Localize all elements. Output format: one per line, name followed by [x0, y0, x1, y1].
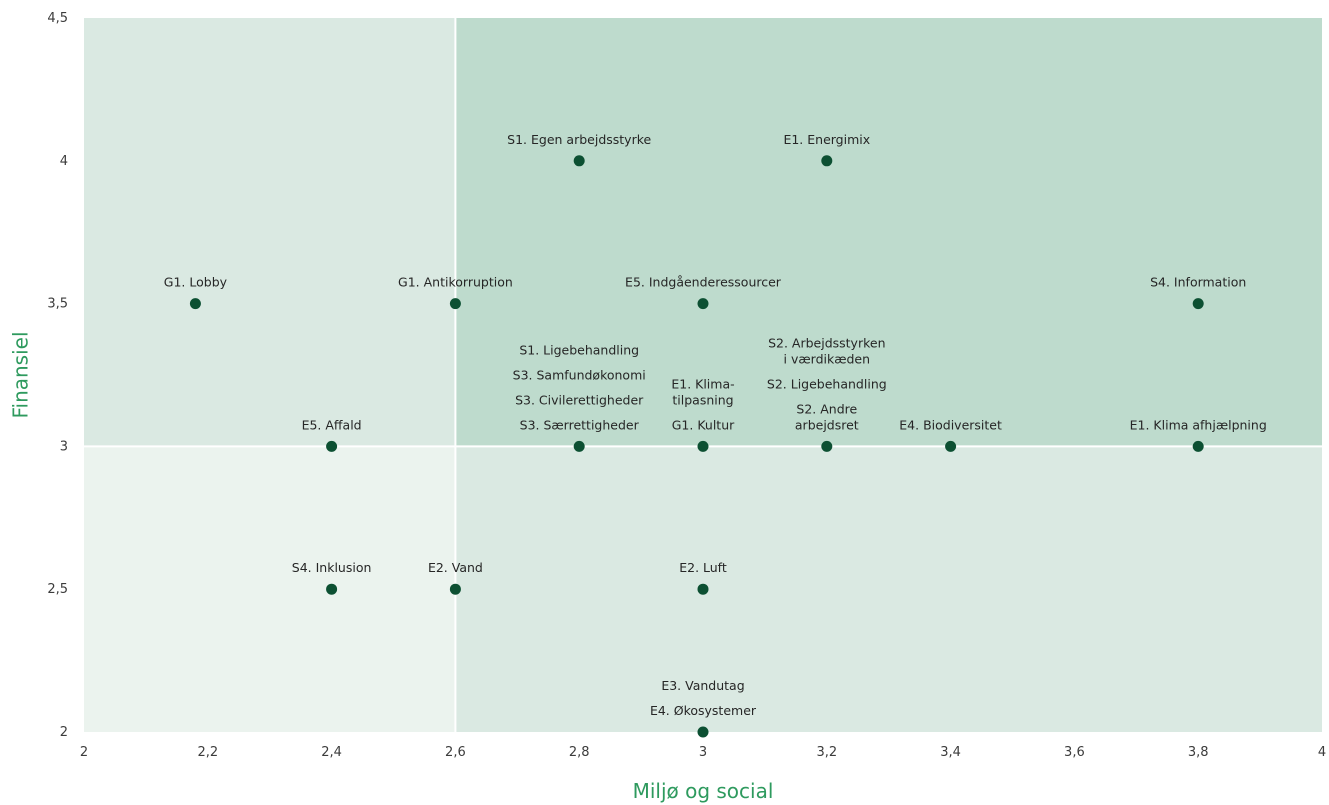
y-tick-label: 2 — [60, 725, 68, 740]
data-point — [697, 726, 709, 738]
x-axis-label: Miljø og social — [633, 779, 774, 803]
point-label: E1. Klima-tilpasning — [671, 376, 734, 407]
y-tick-label: 2,5 — [47, 582, 68, 597]
y-tick-label: 4 — [60, 154, 68, 169]
point-label: G1. Kultur — [672, 417, 735, 432]
data-point — [697, 440, 709, 452]
data-point — [449, 298, 461, 310]
x-axis-ticks: 2 2,2 2,4 2,6 2,8 3 3,2 3,4 3,6 3,8 4 — [80, 745, 1326, 760]
y-axis-ticks: 2 2,5 3 3,5 4 4,5 — [47, 11, 68, 740]
data-point — [449, 583, 461, 595]
x-tick-label: 4 — [1318, 745, 1326, 760]
x-tick-label: 3,6 — [1064, 745, 1085, 760]
y-tick-label: 3,5 — [47, 297, 68, 312]
quadrant-bottom-right — [455, 446, 1322, 732]
point-label: E2. Luft — [679, 560, 727, 575]
point-label: S2. Ligebehandling — [767, 376, 887, 391]
data-points — [189, 155, 1204, 738]
data-point — [189, 298, 201, 310]
point-label: S3. Samfundøkonomi — [513, 367, 646, 382]
point-label: S2. Arbejdsstyrken i værdikæden — [768, 335, 885, 366]
y-tick-label: 3 — [60, 439, 68, 454]
data-point — [573, 440, 585, 452]
point-label: E2. Vand — [428, 560, 483, 575]
data-point — [1192, 440, 1204, 452]
data-point — [326, 440, 338, 452]
x-tick-label: 2,8 — [569, 745, 590, 760]
x-tick-label: 2 — [80, 745, 88, 760]
point-label: E5. Affald — [302, 417, 362, 432]
y-tick-label: 4,5 — [47, 11, 68, 26]
point-label: S2. Andre arbejdsret — [795, 401, 859, 432]
x-tick-label: 2,6 — [445, 745, 466, 760]
x-tick-label: 3,8 — [1188, 745, 1209, 760]
x-tick-label: 2,4 — [321, 745, 342, 760]
point-label: E1. Energimix — [783, 132, 870, 147]
point-label: G1. Antikorruption — [398, 275, 513, 290]
data-point — [1192, 298, 1204, 310]
point-label: E4. Biodiversitet — [899, 417, 1002, 432]
point-label: E1. Klima afhjælpning — [1130, 417, 1267, 432]
x-tick-label: 3 — [699, 745, 707, 760]
x-tick-label: 2,2 — [197, 745, 218, 760]
point-label: S1. Ligebehandling — [519, 342, 639, 357]
data-point — [697, 298, 709, 310]
point-label: S3. Særrettigheder — [520, 417, 640, 432]
point-label: S4. Information — [1150, 275, 1246, 290]
point-label: E5. Indgåenderessourcer — [625, 275, 782, 290]
quadrant-top-right — [455, 18, 1322, 447]
data-point — [945, 440, 957, 452]
point-labels: S1. Egen arbejdsstyrke E1. Energimix G1. L… — [164, 132, 1267, 718]
point-label: S4. Inklusion — [292, 560, 372, 575]
data-point — [573, 155, 585, 167]
data-point — [821, 440, 833, 452]
data-point — [821, 155, 833, 167]
x-tick-label: 3,2 — [816, 745, 837, 760]
point-label: S3. Civilerettigheder — [515, 392, 644, 407]
quadrant-backgrounds — [84, 18, 1322, 732]
point-label: G1. Lobby — [164, 275, 228, 290]
data-point — [326, 583, 338, 595]
data-point — [697, 583, 709, 595]
x-tick-label: 3,4 — [940, 745, 961, 760]
point-label: E3. Vandutag — [661, 678, 744, 693]
point-label: S1. Egen arbejdsstyrke — [507, 132, 651, 147]
y-axis-label: Finansiel — [9, 331, 33, 418]
quadrant-bottom-left — [84, 446, 456, 732]
quadrant-top-left — [84, 18, 456, 447]
point-label: E4. Økosystemer — [650, 703, 757, 718]
